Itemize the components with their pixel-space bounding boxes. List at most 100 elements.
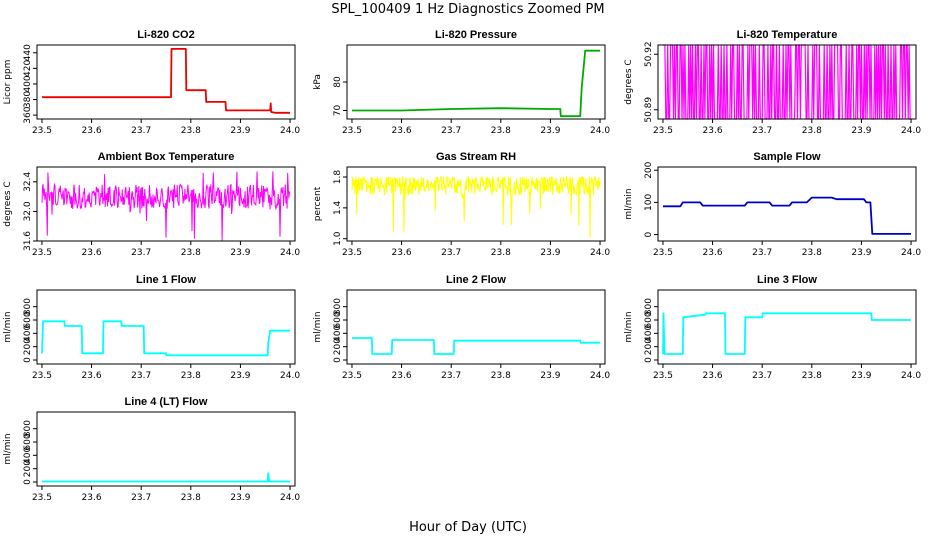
plot-frame bbox=[36, 289, 296, 365]
x-tick-label: 24.0 bbox=[590, 126, 610, 136]
x-tick-label: 23.7 bbox=[131, 493, 151, 503]
plot-frame bbox=[346, 166, 606, 242]
y-tick-label: 50.89 bbox=[644, 97, 654, 123]
y-tick-label: 0 bbox=[333, 357, 343, 363]
x-tick-label: 23.7 bbox=[752, 248, 772, 258]
plot-frame bbox=[36, 44, 296, 120]
panel-9: Line 4 (LT) Flow 23.5 23.6 23.7 23.8 23.9 24.0… bbox=[3, 396, 300, 503]
x-tick-label: 23.7 bbox=[441, 248, 461, 258]
y-tick-label: 600 bbox=[644, 311, 654, 328]
panel-4: Gas Stream RH 23.5 23.6 23.7 23.8 23.9 24.0 1.0… bbox=[313, 151, 610, 258]
y-tick-label: 1.0 bbox=[333, 231, 343, 246]
x-tick-label: 23.7 bbox=[131, 248, 151, 258]
panel-3: Ambient Box Temperature 23.5 23.6 23.7 23.8 2… bbox=[3, 151, 300, 258]
x-tick-label: 24.0 bbox=[590, 248, 610, 258]
x-tick-label: 23.5 bbox=[342, 248, 362, 258]
y-tick-label: 1.4 bbox=[333, 200, 343, 215]
x-tick-label: 23.7 bbox=[752, 126, 772, 136]
x-tick-label: 23.7 bbox=[441, 371, 461, 381]
y-axis-label: ml/min bbox=[313, 311, 323, 342]
x-tick-label: 23.9 bbox=[540, 126, 560, 136]
x-tick-label: 23.9 bbox=[540, 248, 560, 258]
figure-title: SPL_100409 1 Hz Diagnostics Zoomed PM bbox=[331, 2, 604, 17]
x-tick-label: 23.8 bbox=[491, 248, 511, 258]
series-line bbox=[351, 175, 601, 238]
series-line bbox=[663, 196, 911, 235]
x-tick-label: 23.5 bbox=[653, 126, 673, 136]
x-tick-label: 23.9 bbox=[540, 371, 560, 381]
panel-title: Line 4 (LT) Flow bbox=[125, 396, 208, 408]
y-tick-label: 200 bbox=[644, 338, 654, 355]
y-tick-label: 800 bbox=[23, 420, 33, 437]
x-tick-label: 23.5 bbox=[653, 248, 673, 258]
x-tick-label: 24.0 bbox=[280, 493, 300, 503]
series-line bbox=[352, 337, 600, 355]
x-tick-label: 23.6 bbox=[703, 126, 723, 136]
x-tick-label: 23.5 bbox=[653, 371, 673, 381]
y-tick-label: 440 bbox=[23, 44, 33, 61]
y-tick-label: 0 bbox=[23, 479, 33, 485]
x-tick-label: 24.0 bbox=[901, 371, 921, 381]
panel-1: Li-820 Pressure 23.5 23.6 23.7 23.8 23.9 24.0 7… bbox=[313, 29, 610, 136]
x-tick-label: 23.8 bbox=[181, 371, 201, 381]
x-tick-label: 23.8 bbox=[802, 371, 822, 381]
x-tick-label: 23.5 bbox=[342, 371, 362, 381]
x-tick-label: 24.0 bbox=[280, 126, 300, 136]
panel-title: Li-820 Pressure bbox=[435, 29, 517, 41]
plot-frame bbox=[657, 166, 917, 242]
y-axis-label: degrees C bbox=[624, 59, 634, 104]
plot-frame bbox=[346, 289, 606, 365]
series-line bbox=[41, 171, 291, 241]
y-axis-label: Licor ppm bbox=[3, 60, 13, 105]
y-tick-label: 600 bbox=[333, 311, 343, 328]
y-axis-label: ml/min bbox=[3, 433, 13, 464]
y-tick-label: 200 bbox=[23, 338, 33, 355]
y-tick-label: 400 bbox=[23, 324, 33, 341]
x-tick-label: 23.9 bbox=[851, 248, 871, 258]
panel-title: Line 3 Flow bbox=[757, 274, 817, 286]
x-tick-label: 23.5 bbox=[342, 126, 362, 136]
x-tick-label: 23.7 bbox=[131, 371, 151, 381]
x-tick-label: 23.8 bbox=[181, 248, 201, 258]
y-axis-label: ml/min bbox=[3, 311, 13, 342]
x-tick-label: 23.8 bbox=[181, 126, 201, 136]
series-line bbox=[352, 49, 600, 118]
panel-title: Li-820 Temperature bbox=[737, 29, 838, 41]
panel-title: Line 1 Flow bbox=[136, 274, 196, 286]
x-tick-label: 23.8 bbox=[802, 248, 822, 258]
panel-0: Li-820 CO2 23.5 23.6 23.7 23.8 23.9 24.0 360380… bbox=[3, 29, 300, 136]
x-tick-label: 23.7 bbox=[752, 371, 772, 381]
panel-title: Sample Flow bbox=[753, 151, 821, 163]
y-tick-label: 200 bbox=[23, 460, 33, 477]
y-tick-label: 400 bbox=[23, 446, 33, 463]
y-tick-label: 0 bbox=[644, 357, 654, 363]
y-tick-label: 0 bbox=[23, 357, 33, 363]
x-tick-label: 23.9 bbox=[851, 126, 871, 136]
x-tick-label: 23.9 bbox=[230, 248, 250, 258]
x-tick-label: 24.0 bbox=[901, 126, 921, 136]
plot-frame bbox=[36, 411, 296, 487]
x-tick-label: 23.8 bbox=[491, 371, 511, 381]
y-tick-label: 400 bbox=[333, 324, 343, 341]
x-tick-label: 23.6 bbox=[703, 248, 723, 258]
y-tick-label: 400 bbox=[23, 75, 33, 92]
x-tick-label: 23.8 bbox=[181, 493, 201, 503]
y-axis-label: kPa bbox=[313, 74, 323, 90]
y-tick-label: 200 bbox=[333, 338, 343, 355]
x-tick-label: 24.0 bbox=[280, 248, 300, 258]
y-tick-label: 200 bbox=[644, 161, 654, 178]
panel-title: Gas Stream RH bbox=[436, 151, 516, 163]
x-tick-label: 23.9 bbox=[230, 493, 250, 503]
y-tick-label: 600 bbox=[23, 433, 33, 450]
x-tick-label: 23.9 bbox=[230, 371, 250, 381]
x-tick-label: 23.8 bbox=[802, 126, 822, 136]
series-line bbox=[42, 472, 290, 483]
y-tick-label: 80 bbox=[333, 76, 343, 88]
x-tick-label: 23.6 bbox=[703, 371, 723, 381]
y-tick-label: 600 bbox=[23, 311, 33, 328]
x-tick-label: 24.0 bbox=[901, 248, 921, 258]
x-tick-label: 23.7 bbox=[441, 126, 461, 136]
panel-5: Sample Flow 23.5 23.6 23.7 23.8 23.9 24.0 0 100 2… bbox=[624, 151, 921, 258]
y-tick-label: 800 bbox=[333, 298, 343, 315]
series-line bbox=[42, 48, 290, 114]
